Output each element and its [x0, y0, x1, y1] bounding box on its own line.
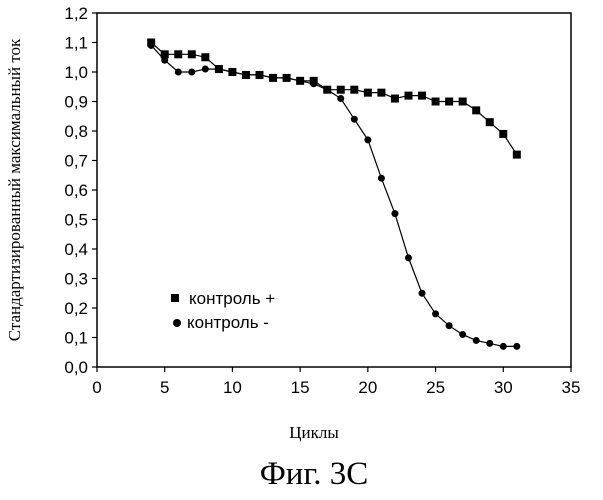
data-point-0	[418, 92, 426, 100]
y-tick-label: 0,0	[64, 358, 88, 377]
x-tick-label: 35	[562, 378, 581, 397]
data-point-0	[364, 89, 372, 97]
x-tick-label: 30	[494, 378, 513, 397]
plot-frame	[97, 13, 571, 367]
legend: контроль + контроль -	[171, 289, 275, 332]
y-tick-label: 0,5	[64, 211, 88, 230]
data-point-0	[337, 86, 345, 94]
y-tick-label: 0,1	[64, 329, 88, 348]
data-point-1	[405, 254, 412, 261]
x-tick-label: 20	[358, 378, 377, 397]
x-tick-label: 25	[426, 378, 445, 397]
data-point-1	[351, 116, 358, 123]
data-point-1	[378, 175, 385, 182]
data-point-1	[500, 343, 507, 350]
data-point-1	[432, 310, 439, 317]
data-point-1	[513, 343, 520, 350]
data-point-0	[499, 130, 507, 138]
legend-marker-control-plus	[171, 294, 179, 302]
data-point-1	[175, 69, 182, 76]
legend-label-control-minus: контроль -	[187, 313, 269, 332]
data-point-0	[201, 53, 209, 61]
data-point-0	[513, 151, 521, 159]
y-tick-label: 0,9	[64, 93, 88, 112]
data-point-1	[270, 74, 277, 81]
y-tick-label: 1,1	[64, 34, 88, 53]
data-point-1	[310, 80, 317, 87]
data-point-1	[202, 66, 209, 73]
data-point-0	[188, 50, 196, 58]
data-point-0	[472, 106, 480, 114]
y-tick-label: 1,0	[64, 63, 88, 82]
figure-caption: Фиг. 3C	[260, 456, 369, 492]
data-point-1	[188, 69, 195, 76]
data-point-1	[256, 71, 263, 78]
y-axis-title: Стандартизированный максимальный ток	[5, 38, 24, 341]
x-tick-label: 5	[160, 378, 169, 397]
data-point-1	[148, 42, 155, 49]
x-tick-label: 15	[291, 378, 310, 397]
data-point-0	[459, 98, 467, 106]
y-tick-label: 0,3	[64, 270, 88, 289]
data-point-1	[459, 331, 466, 338]
y-tick-label: 0,4	[64, 240, 88, 259]
axis-ticks: 0 5 10 15 20 25 30 35 0,0 0,1 0,2 0,3 0,4 0,5 0,6 0,7 0,…	[64, 4, 580, 397]
data-point-0	[174, 50, 182, 58]
y-tick-label: 0,6	[64, 181, 88, 200]
y-tick-label: 0,8	[64, 122, 88, 141]
data-point-1	[391, 210, 398, 217]
data-point-0	[445, 98, 453, 106]
data-point-1	[283, 74, 290, 81]
data-point-0	[391, 95, 399, 103]
data-point-1	[324, 86, 331, 93]
data-point-0	[404, 92, 412, 100]
plot-area: 0 5 10 15 20 25 30 35 0,0 0,1 0,2 0,3 0,4 0,5 0,6 0,7 0,…	[64, 4, 580, 397]
y-tick-label: 1,2	[64, 4, 88, 23]
data-point-1	[229, 69, 236, 76]
data-point-1	[446, 322, 453, 329]
x-tick-label: 10	[223, 378, 242, 397]
data-point-1	[486, 340, 493, 347]
data-point-1	[337, 95, 344, 102]
data-point-1	[297, 77, 304, 84]
data-point-0	[432, 98, 440, 106]
data-point-0	[486, 118, 494, 126]
data-point-1	[161, 57, 168, 64]
x-axis-title: Циклы	[289, 423, 339, 442]
data-point-0	[350, 86, 358, 94]
data-point-1	[242, 71, 249, 78]
legend-label-control-plus: контроль +	[189, 289, 275, 308]
data-point-0	[377, 89, 385, 97]
data-point-1	[215, 66, 222, 73]
data-point-1	[473, 337, 480, 344]
data-point-1	[364, 136, 371, 143]
legend-marker-control-minus	[173, 319, 181, 327]
y-tick-label: 0,2	[64, 299, 88, 318]
x-tick-label: 0	[92, 378, 101, 397]
data-point-1	[419, 290, 426, 297]
y-tick-label: 0,7	[64, 152, 88, 171]
